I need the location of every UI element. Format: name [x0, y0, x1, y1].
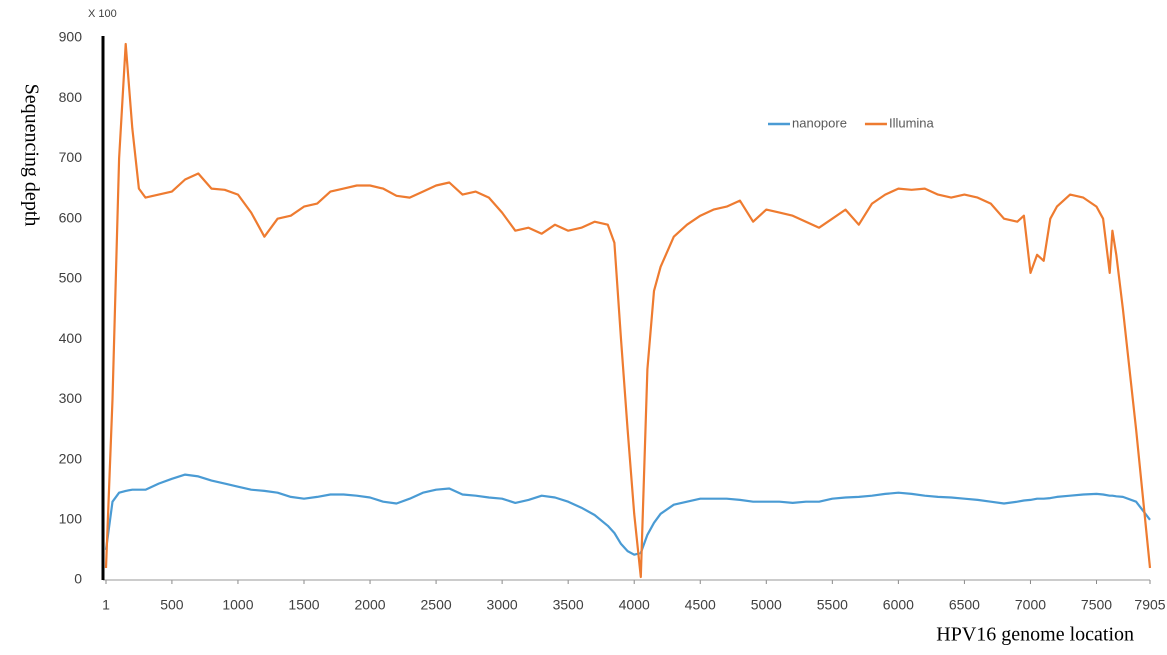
y-axis-title: Sequencing depth [20, 84, 42, 227]
series-line [104, 473, 1151, 556]
x-tick-label: 3500 [553, 597, 584, 613]
x-tick-label: 1 [102, 597, 110, 613]
x-tick-label: 3000 [487, 597, 518, 613]
x-tick-label: 7000 [1015, 597, 1046, 613]
y-tick-label: 600 [59, 209, 83, 225]
legend-label: Illumina [889, 115, 935, 130]
y-tick-label: 300 [59, 390, 83, 406]
x-tick-label: 1000 [222, 597, 253, 613]
y-tick-label: 900 [59, 29, 83, 45]
x-tick-label: 2500 [421, 597, 452, 613]
y-tick-label: 800 [59, 89, 83, 105]
y-tick-label: 0 [74, 571, 82, 587]
x-tick-label: 5500 [817, 597, 848, 613]
x-tick-label: 5000 [751, 597, 782, 613]
x-tick-label: 4500 [685, 597, 716, 613]
y-tick-label: 500 [59, 270, 83, 286]
scale-note: X 100 [88, 8, 117, 20]
x-tick-label: 7500 [1081, 597, 1112, 613]
x-axis-title: HPV16 genome location [936, 624, 1134, 646]
y-tick-label: 700 [59, 149, 83, 165]
x-tick-label: 4000 [619, 597, 650, 613]
x-tick-label: 500 [160, 597, 184, 613]
legend-label: nanopore [792, 115, 847, 130]
x-tick-label: 7905 [1134, 597, 1165, 613]
x-tick-label: 6500 [949, 597, 980, 613]
y-tick-label: 200 [59, 450, 83, 466]
x-tick-label: 2000 [354, 597, 385, 613]
y-tick-label: 100 [59, 510, 83, 526]
series-line [104, 42, 1152, 579]
x-tick-label: 6000 [883, 597, 914, 613]
y-tick-label: 400 [59, 330, 83, 346]
x-tick-label: 1500 [288, 597, 319, 613]
